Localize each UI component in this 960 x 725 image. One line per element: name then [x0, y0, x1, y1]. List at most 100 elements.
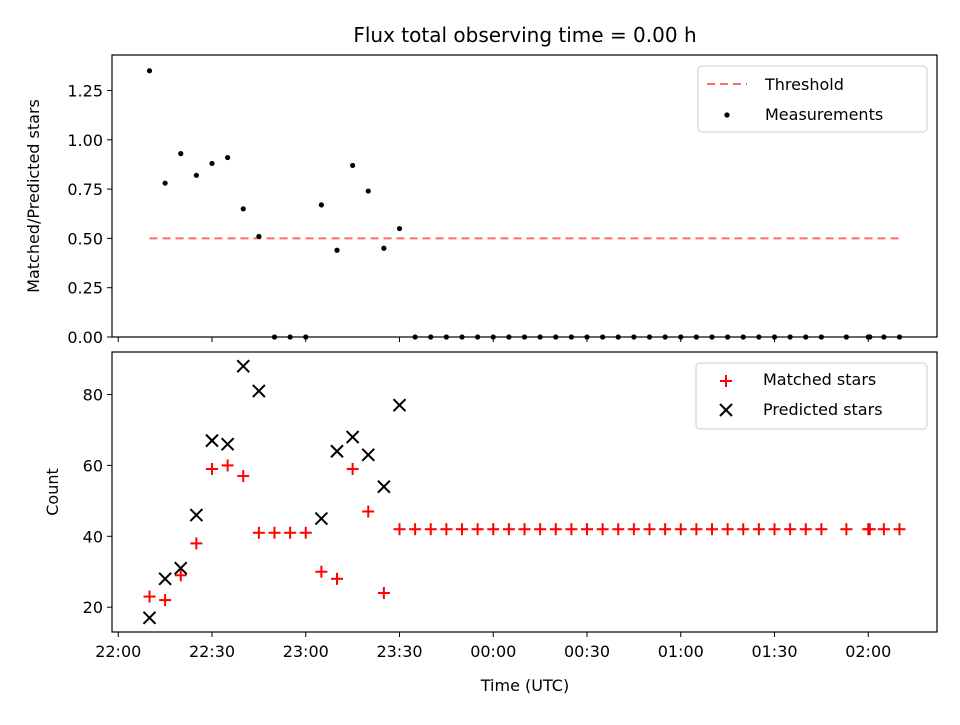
x-tick-label: 02:00 [845, 642, 891, 661]
y-tick-label: 0.75 [67, 180, 103, 199]
measurement-point [396, 225, 403, 232]
y-tick-label: 1.00 [67, 131, 103, 150]
matched-stars-point [252, 526, 265, 539]
matched-stars-point [643, 523, 656, 536]
measurement-point [662, 334, 668, 340]
matched-stars-point [377, 587, 390, 600]
matched-stars-point [159, 594, 172, 607]
predicted-stars-point-b [142, 611, 157, 625]
measurement-point [646, 334, 653, 340]
predicted-stars-point [174, 561, 188, 575]
x-axis-label: Time (UTC) [480, 676, 569, 695]
measurement-point [365, 188, 371, 194]
predicted-stars-point [252, 384, 266, 398]
matched-stars-point [768, 523, 781, 536]
predicted-stars-point [236, 359, 250, 373]
predicted-stars-point-b [236, 359, 250, 373]
count-panel-frame [111, 351, 938, 633]
measurement-point [537, 334, 543, 340]
matched-stars-point [549, 523, 562, 536]
matched-stars-point [659, 523, 672, 536]
measurement-point [693, 334, 699, 340]
matched-stars-point [706, 523, 718, 536]
y-tick-label: 60 [83, 456, 103, 475]
measurement-point [881, 334, 887, 340]
ratio-legend-box [697, 65, 928, 133]
predicted-stars-point [361, 448, 375, 462]
matched-stars-point [581, 523, 593, 536]
matched-stars-point [362, 505, 375, 518]
predicted-stars-point-b [377, 479, 391, 494]
predicted-stars-point [189, 508, 204, 522]
legend-predicted-label: Predicted stars [763, 400, 883, 419]
measurement-point [443, 334, 449, 340]
y-tick-label: 0.00 [67, 328, 103, 347]
predicted-stars-point [205, 433, 219, 448]
predicted-stars-point-b [330, 444, 344, 458]
x-tick-label: 01:30 [751, 642, 797, 661]
predicted-stars-point [330, 444, 344, 458]
measurement-point [678, 334, 684, 340]
measurement-point [350, 162, 356, 169]
legend-threshold-label: Threshold [764, 75, 844, 94]
predicted-stars-point [158, 572, 172, 586]
legend-matched-swatch [720, 375, 732, 387]
predicted-stars-point-b [158, 572, 172, 586]
matched-stars-point [863, 523, 876, 536]
predicted-stars-point-b [252, 384, 266, 398]
measurement-point [303, 334, 309, 340]
predicted-stars-point [377, 479, 391, 494]
measurement-point [506, 334, 512, 340]
matched-stars-point [674, 523, 687, 536]
measurement-point [818, 334, 824, 340]
y-tick-label: 80 [83, 386, 103, 405]
measurement-point [225, 154, 231, 161]
measurement-point [896, 334, 903, 340]
matched-stars-point [690, 523, 703, 536]
measurement-point [584, 334, 590, 340]
y-tick-label: 0.50 [67, 229, 103, 248]
y-tick-label: 1.25 [67, 81, 103, 100]
matched-stars-point [534, 523, 547, 536]
measurement-point [521, 334, 528, 340]
predicted-stars-point-b [174, 561, 188, 575]
legend-measurements-swatch [724, 112, 730, 118]
measurement-point [756, 334, 762, 340]
chart-title: Flux total observing time = 0.00 h [353, 23, 696, 47]
measurement-point [553, 334, 559, 340]
measurement-point [459, 334, 465, 340]
measurement-point [631, 334, 637, 340]
x-tick-label: 22:30 [189, 642, 235, 661]
predicted-stars-point [220, 437, 235, 451]
predicted-stars-point [345, 430, 360, 444]
x-tick-label: 22:00 [95, 642, 141, 661]
measurement-point [725, 334, 731, 340]
measurement-point [475, 334, 481, 340]
measurement-point [428, 334, 434, 340]
count-panel: 22:00 22:30 23:00 23:30 00:00 00:30 01:00 01:30… [43, 351, 938, 695]
measurement-point [381, 245, 387, 251]
matched-stars-point [721, 523, 734, 536]
ratio-panel: 0.00 0.25 0.50 0.75 1.00 1.25 Matched/Predict… [24, 54, 938, 347]
measurement-point [178, 151, 184, 157]
predicted-stars-point-b [220, 437, 235, 451]
matched-stars-point [143, 590, 156, 603]
y-tick-label: 20 [83, 598, 103, 617]
predicted-stars-point-b [392, 398, 407, 412]
measurement-point [787, 334, 793, 340]
measurement-point [146, 68, 153, 74]
matched-stars-point [565, 523, 578, 536]
matched-stars-point [502, 523, 515, 536]
measurement-point [318, 202, 324, 208]
count-y-axis-label: Count [43, 468, 62, 516]
predicted-stars-point-b [345, 430, 360, 444]
matched-stars-point [456, 523, 468, 536]
x-tick-label: 00:00 [470, 642, 516, 661]
legend-measurements-label: Measurements [765, 105, 883, 124]
matched-stars-point [268, 526, 281, 539]
predicted-stars-point-b [205, 433, 219, 448]
matched-stars-point [190, 537, 203, 550]
matched-stars-point [487, 523, 500, 536]
count-legend-box [695, 362, 928, 430]
matched-stars-point [840, 523, 853, 536]
